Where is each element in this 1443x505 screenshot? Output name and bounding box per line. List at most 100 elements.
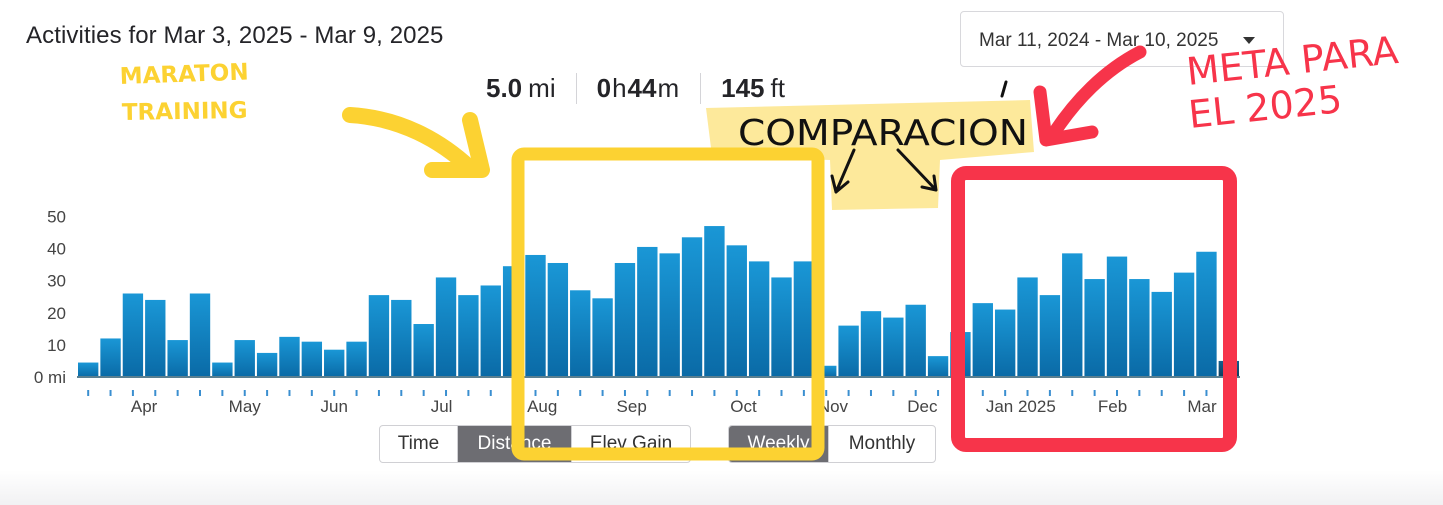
week-bar[interactable] [279, 336, 300, 377]
week-bar[interactable] [838, 325, 859, 377]
week-bar[interactable] [189, 293, 211, 378]
metric-toggle: Time Distance Elev Gain [379, 425, 691, 463]
week-bar[interactable] [1151, 291, 1172, 377]
comparacion-arrow-right-icon [896, 148, 938, 192]
week-bar[interactable] [480, 285, 501, 377]
y-tick-label: 40 [47, 240, 66, 259]
week-bar[interactable] [525, 254, 546, 377]
period-toggle: Weekly Monthly [728, 425, 936, 463]
week-bar[interactable] [1173, 272, 1195, 377]
weekly-toggle-button[interactable]: Weekly [729, 426, 829, 462]
comparacion-annotation: COMPARACION [738, 113, 1028, 154]
week-bar[interactable] [860, 311, 882, 377]
week-bar[interactable] [972, 303, 993, 377]
y-tick-label: 50 [47, 207, 66, 226]
x-tick-label: Jan 2025 [986, 397, 1056, 416]
y-tick-label: 10 [47, 336, 66, 355]
y-tick-label: 20 [47, 304, 66, 323]
x-tick-label: Oct [730, 397, 757, 416]
time-stat: 0 h 44 m [575, 72, 701, 104]
chevron-down-icon [1243, 37, 1255, 44]
week-bar[interactable] [502, 266, 524, 377]
x-tick-label: Apr [131, 397, 158, 416]
meta-annotation-line2: EL 2025 [1186, 77, 1344, 137]
week-bar[interactable] [301, 341, 323, 377]
week-bar[interactable] [100, 338, 121, 377]
time-minutes-unit: m [657, 72, 680, 103]
week-bar[interactable] [950, 332, 971, 377]
week-bar[interactable] [726, 245, 747, 377]
week-bar[interactable] [256, 352, 278, 377]
tick-mark-icon [1000, 80, 1008, 98]
week-bar[interactable] [704, 226, 725, 377]
week-bar[interactable] [145, 299, 166, 377]
week-bar[interactable] [1129, 279, 1150, 377]
yellow-arrowhead-icon [424, 112, 490, 178]
week-bar[interactable] [324, 349, 345, 377]
week-bar[interactable] [78, 362, 99, 377]
x-tick-label: Aug [527, 397, 557, 416]
week-bar[interactable] [614, 262, 636, 377]
distance-value: 5.0 [486, 72, 523, 103]
week-bar[interactable] [1196, 251, 1217, 377]
week-bar[interactable] [346, 341, 367, 377]
elevation-stat: 145 ft [700, 72, 805, 104]
week-bar[interactable] [793, 261, 815, 377]
maraton-annotation-line1: MARATON [119, 60, 249, 90]
week-bar[interactable] [748, 261, 770, 377]
week-bar[interactable] [122, 293, 144, 378]
week-bar[interactable] [1084, 279, 1105, 377]
monthly-toggle-button[interactable]: Monthly [848, 433, 916, 454]
x-tick-label: May [229, 397, 262, 416]
x-tick-label: Sep [617, 397, 647, 416]
week-bar[interactable] [212, 362, 233, 377]
page-title: Activities for Mar 3, 2025 - Mar 9, 2025 [26, 22, 444, 49]
week-bar[interactable] [905, 304, 926, 377]
week-bar[interactable] [592, 298, 613, 377]
week-bar[interactable] [570, 290, 591, 377]
week-bar[interactable] [391, 299, 412, 377]
weekly-distance-chart: 0 mi 10 20 30 40 50 Apr May Jun Jul Aug Sep Oct Nov De… [34, 207, 1240, 416]
yellow-arrow-icon [342, 107, 478, 176]
week-bar[interactable] [659, 253, 680, 377]
elevation-unit: ft [770, 72, 785, 103]
week-bar[interactable] [1062, 253, 1083, 377]
distance-toggle-button[interactable]: Distance [458, 426, 572, 462]
week-bar[interactable] [637, 246, 658, 377]
week-bar[interactable] [368, 295, 390, 377]
x-tick-label: Jun [320, 397, 347, 416]
summary-stats: 5.0 mi 0 h 44 m 145 ft [486, 72, 805, 104]
week-bar[interactable] [681, 237, 703, 377]
date-range-dropdown[interactable]: Mar 11, 2024 - Mar 10, 2025 [960, 11, 1284, 67]
week-bar[interactable] [771, 277, 792, 377]
week-bar[interactable] [1106, 256, 1128, 377]
week-bar[interactable] [816, 365, 837, 377]
maraton-annotation-line2: TRAINING [122, 98, 248, 126]
week-bar[interactable] [927, 356, 949, 377]
elevation-value: 145 [721, 72, 765, 103]
week-bar[interactable] [413, 324, 434, 377]
y-tick-label: 30 [47, 272, 66, 291]
week-bar[interactable] [167, 340, 188, 377]
x-tick-label: Mar [1187, 397, 1217, 416]
x-tick-label: Dec [907, 397, 938, 416]
week-bar[interactable] [1039, 295, 1061, 377]
week-bar[interactable] [994, 309, 1016, 377]
time-hours: 0 [596, 72, 612, 103]
distance-unit: mi [528, 72, 556, 103]
week-bar[interactable] [883, 317, 904, 377]
week-bar[interactable] [547, 262, 569, 377]
time-toggle-button[interactable]: Time [380, 426, 458, 462]
week-bar[interactable] [1017, 277, 1038, 377]
current-week-bar[interactable] [1218, 360, 1239, 377]
week-bar[interactable] [435, 277, 457, 377]
x-tick-label: Feb [1098, 397, 1127, 416]
week-bar[interactable] [234, 340, 255, 377]
distance-stat: 5.0 mi [486, 73, 576, 104]
y-tick-label: 0 mi [34, 368, 66, 387]
elev-gain-toggle-button[interactable]: Elev Gain [589, 433, 673, 454]
time-hours-unit: h [612, 72, 627, 103]
week-bar[interactable] [458, 295, 479, 377]
time-minutes: 44 [627, 72, 657, 103]
bottom-shadow [0, 470, 1443, 505]
